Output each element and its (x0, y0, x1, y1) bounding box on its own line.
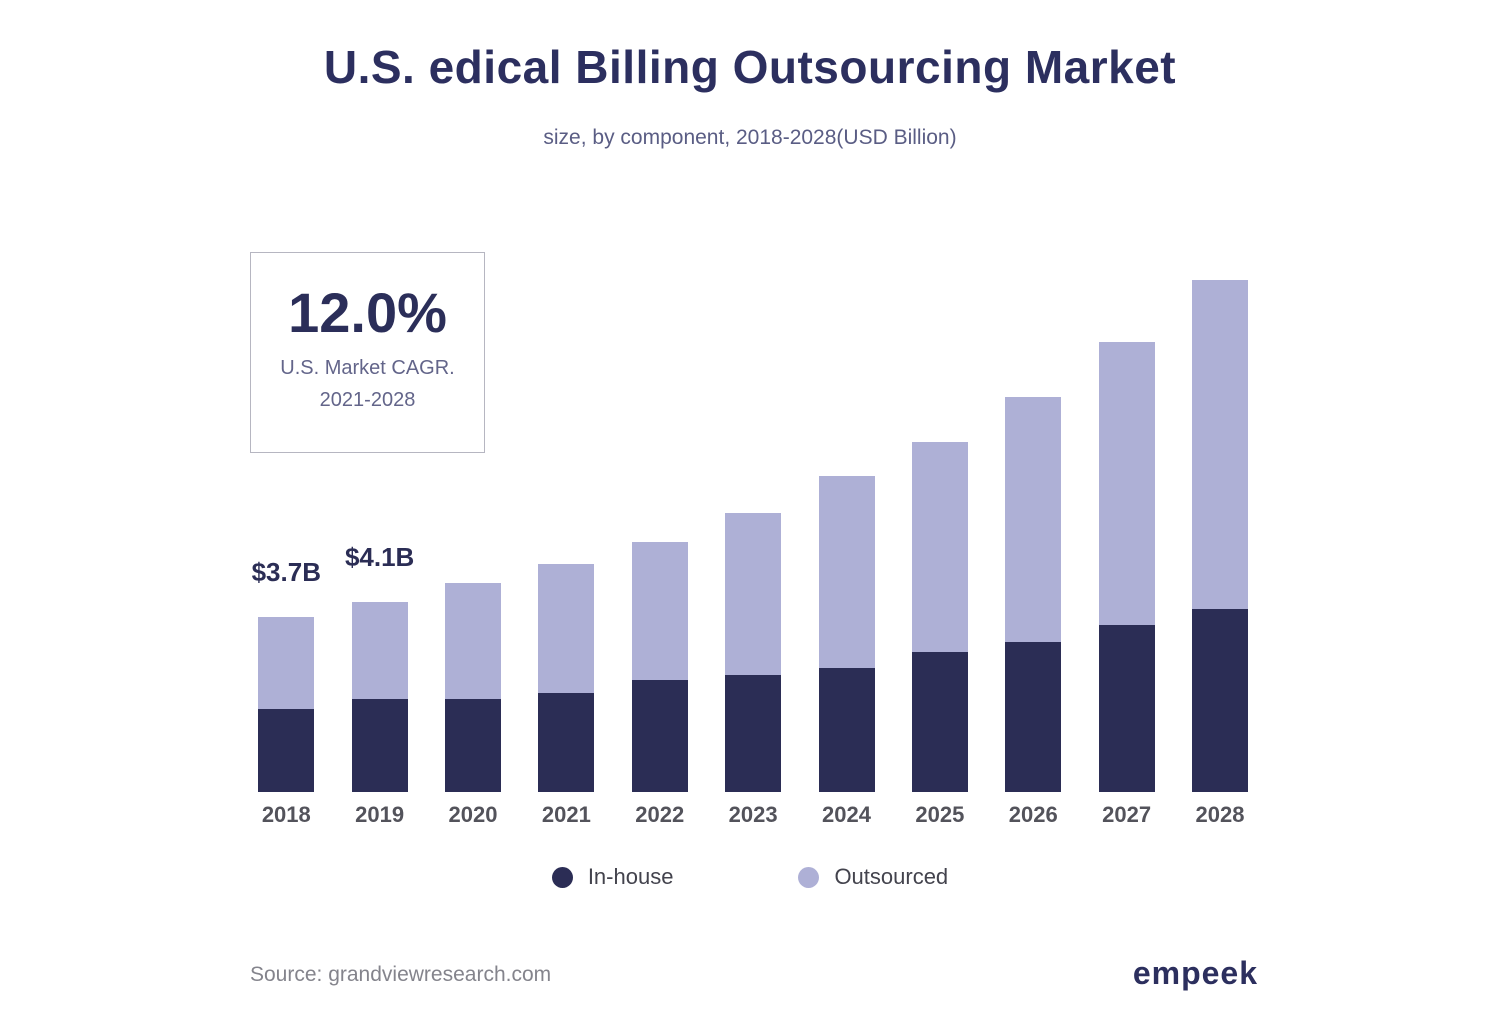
cagr-caption: U.S. Market CAGR. (280, 357, 455, 379)
bar-2025 (911, 441, 968, 792)
empeek-logo: empeek (1132, 955, 1258, 991)
chart-subtitle: size, by component, 2018-2028(USD Billio… (543, 126, 957, 149)
cagr-period: 2021-2028 (319, 389, 416, 411)
bar-segment-outsourced-2028 (1192, 280, 1248, 609)
bar-segment-in-house-2024 (818, 667, 875, 792)
x-axis-label-2022: 2022 (635, 802, 685, 827)
legend-item-outsourced: Outsourced (798, 864, 948, 890)
x-axis-label-2026: 2026 (1008, 802, 1058, 827)
x-axis-label-2024: 2024 (822, 802, 871, 827)
cagr-callout-box: 12.0% U.S. Market CAGR. 2021-2028 (250, 252, 485, 453)
in-house-legend-dot-icon (551, 866, 573, 888)
bar-segment-in-house-2027 (1098, 624, 1155, 792)
bar-segment-outsourced-2025 (911, 441, 968, 653)
bar-2021 (538, 563, 595, 792)
bar-segment-outsourced-2021 (538, 563, 595, 693)
bar-segment-outsourced-2022 (631, 541, 688, 681)
bar-segment-in-house-2022 (631, 680, 688, 792)
x-axis-label-2020: 2020 (448, 802, 498, 827)
bar-2026 (1005, 397, 1062, 792)
x-axis-label-2025: 2025 (915, 802, 965, 827)
bar-segment-in-house-2028 (1192, 609, 1248, 792)
x-axis-label-2018: 2018 (261, 802, 311, 827)
bar-segment-in-house-2023 (725, 674, 782, 792)
bar-value-label-2019: $4.1B (344, 541, 415, 572)
legend-item-in-house: In-house (551, 864, 674, 890)
bar-segment-outsourced-2020 (445, 582, 502, 699)
bar-segment-outsourced-2018 (258, 616, 315, 710)
cagr-value: 12.0% (288, 281, 447, 344)
bar-segment-outsourced-2019 (351, 601, 408, 699)
bar-2019 (351, 601, 408, 792)
bar-2020 (445, 582, 502, 792)
bar-segment-in-house-2026 (1005, 641, 1062, 792)
bar-segment-in-house-2020 (445, 698, 502, 792)
legend-label-outsourced: Outsourced (834, 864, 949, 889)
bar-segment-outsourced-2026 (1005, 397, 1062, 642)
bar-segment-in-house-2018 (258, 709, 315, 792)
bar-segment-outsourced-2024 (818, 476, 875, 668)
bar-2022 (631, 541, 688, 792)
bar-2028 (1192, 280, 1248, 792)
chart-legend: In-house Outsourced (0, 864, 1500, 890)
x-axis-label-2028: 2028 (1195, 802, 1245, 827)
x-axis-label-2027: 2027 (1102, 802, 1152, 827)
x-axis-label-2019: 2019 (355, 802, 405, 827)
bar-segment-outsourced-2023 (725, 513, 782, 675)
bar-segment-in-house-2025 (911, 652, 968, 792)
bar-segment-outsourced-2027 (1098, 341, 1155, 625)
x-axis-label-2023: 2023 (728, 802, 778, 827)
bar-value-label-2018: $3.7B (251, 556, 321, 587)
x-axis-label-2021: 2021 (541, 802, 591, 827)
bar-2023 (725, 513, 782, 792)
chart-title: U.S. edical Billing Outsourcing Market (323, 41, 1177, 93)
bar-segment-in-house-2021 (538, 692, 595, 792)
bar-2018 (258, 616, 315, 792)
bar-2024 (818, 476, 875, 792)
bar-segment-in-house-2019 (351, 698, 408, 792)
outsourced-legend-dot-icon (798, 866, 820, 888)
legend-label-in-house: In-house (587, 864, 674, 889)
source-attribution: Source: grandviewresearch.com (250, 963, 552, 986)
bar-2027 (1098, 341, 1155, 792)
